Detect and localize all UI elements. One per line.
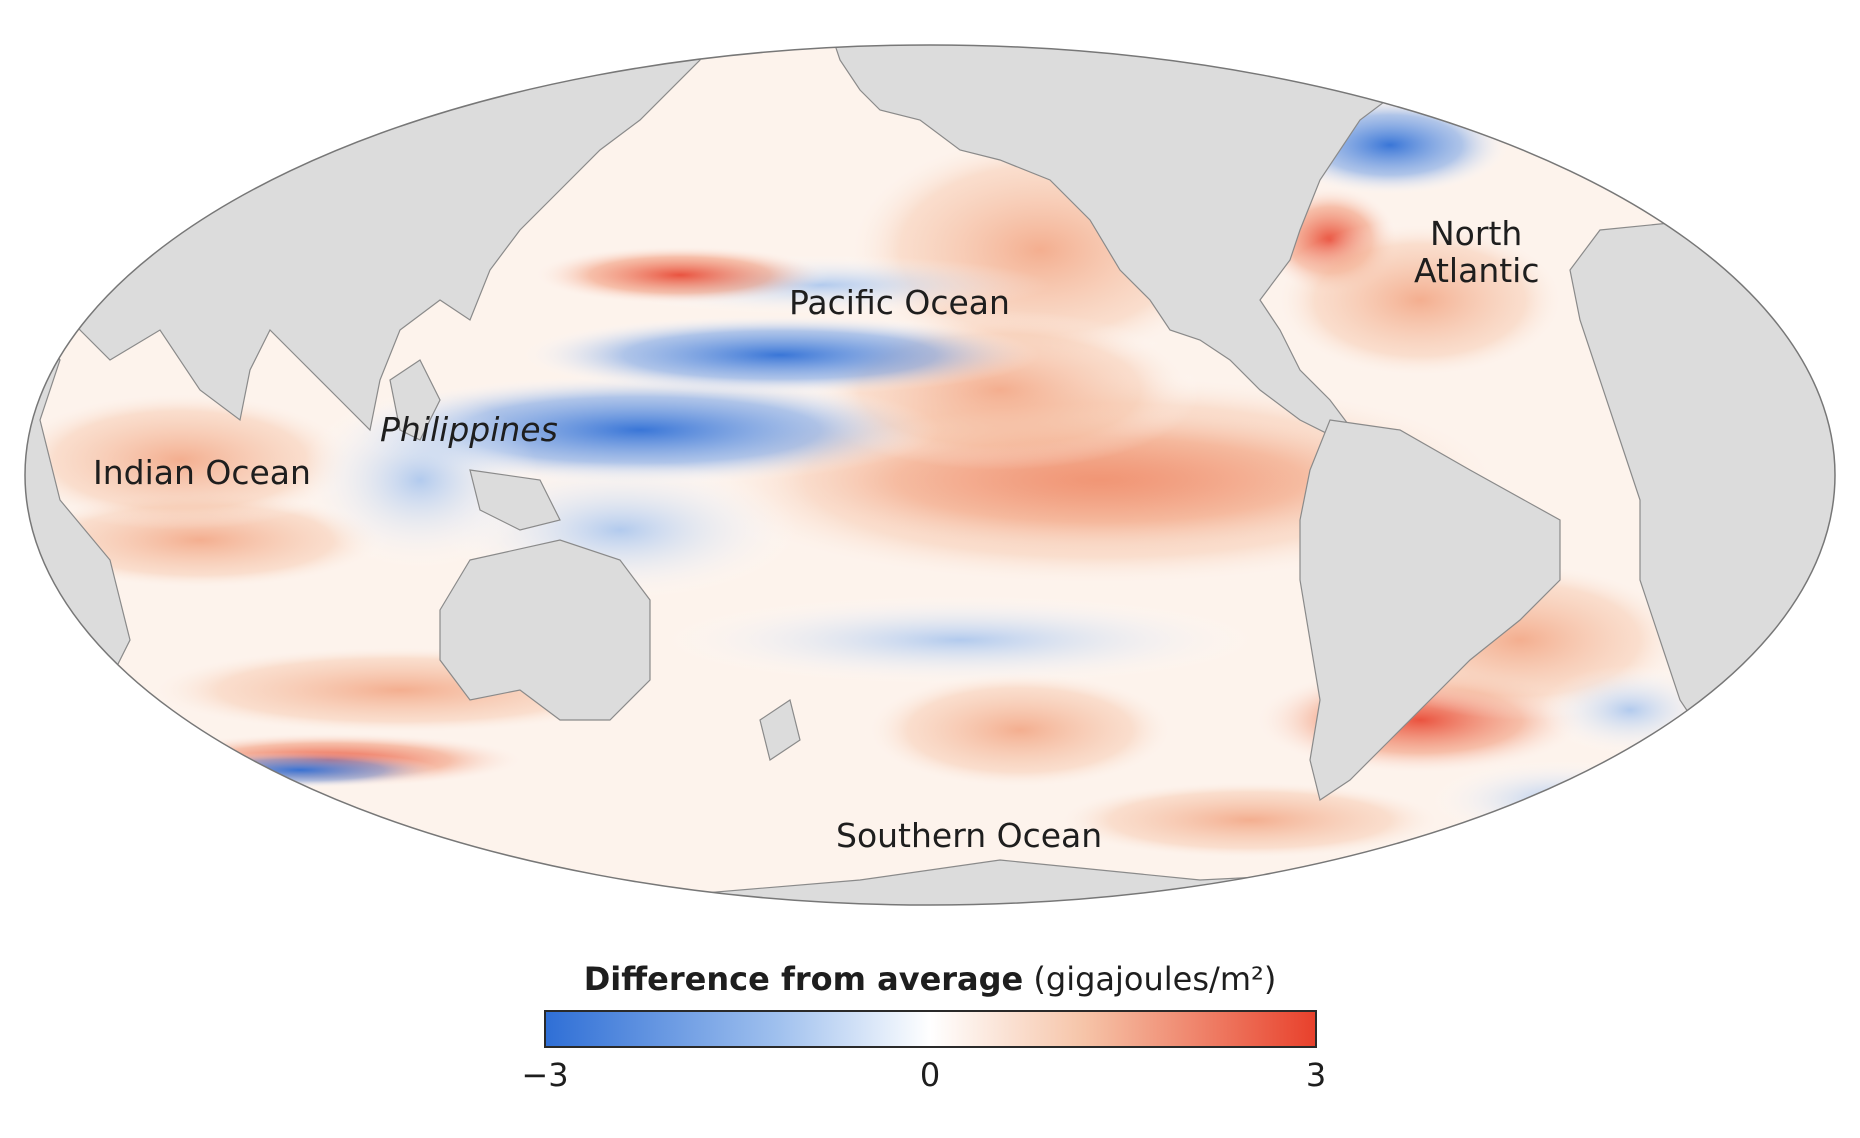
- color-legend: Difference from average (gigajoules/m²) …: [0, 960, 1860, 1138]
- north-atlantic-label-line2: Atlantic: [1414, 251, 1540, 290]
- legend-title: Difference from average (gigajoules/m²): [0, 960, 1860, 998]
- legend-title-unit: (gigajoules/m²): [1033, 960, 1277, 998]
- philippines-label: Philippines: [380, 410, 558, 449]
- ocean-heat-map: Pacific Ocean Philippines Indian Ocean N…: [24, 44, 1836, 906]
- legend-title-main: Difference from average: [583, 960, 1024, 998]
- pacific-ocean-label: Pacific Ocean: [789, 283, 1010, 322]
- legend-min-label: −3: [521, 1056, 569, 1094]
- map-border: [24, 44, 1836, 906]
- legend-mid-label: 0: [919, 1056, 941, 1094]
- legend-max-label: 3: [1305, 1056, 1327, 1094]
- indian-ocean-label: Indian Ocean: [93, 453, 311, 492]
- legend-color-bar: [544, 1010, 1317, 1048]
- north-atlantic-label-line1: North: [1430, 214, 1522, 253]
- southern-ocean-label: Southern Ocean: [836, 816, 1102, 855]
- ocean-anomaly-field: [25, 45, 1835, 905]
